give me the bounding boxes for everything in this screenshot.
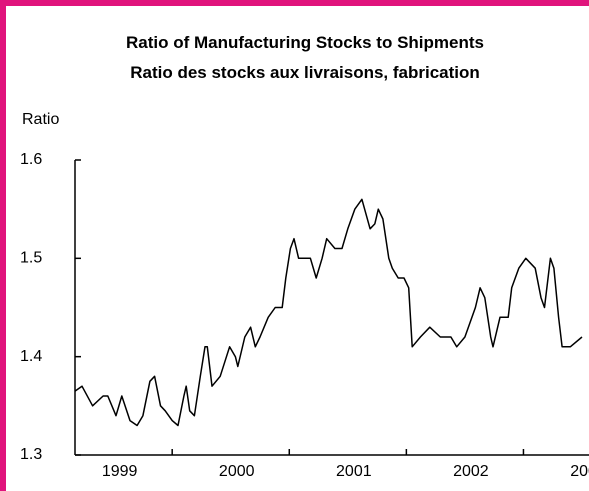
y-axis-label: Ratio [22,111,59,128]
chart-subtitle: Ratio des stocks aux livraisons, fabrica… [130,63,480,82]
y-tick-label: 1.4 [20,348,42,365]
chart-title: Ratio of Manufacturing Stocks to Shipmen… [126,33,484,52]
frame-top [0,0,589,6]
frame-left [0,0,6,491]
x-tick-label: 2002 [453,463,489,480]
y-tick-label: 1.3 [20,446,42,463]
x-tick-label: 2000 [219,463,255,480]
x-tick-label: 2001 [336,463,372,480]
data-line [74,198,583,427]
x-tick-label: 2003 [570,463,589,480]
y-tick-label: 1.5 [20,250,42,267]
y-tick-label: 1.6 [20,151,42,168]
x-tick-label: 1999 [102,463,138,480]
